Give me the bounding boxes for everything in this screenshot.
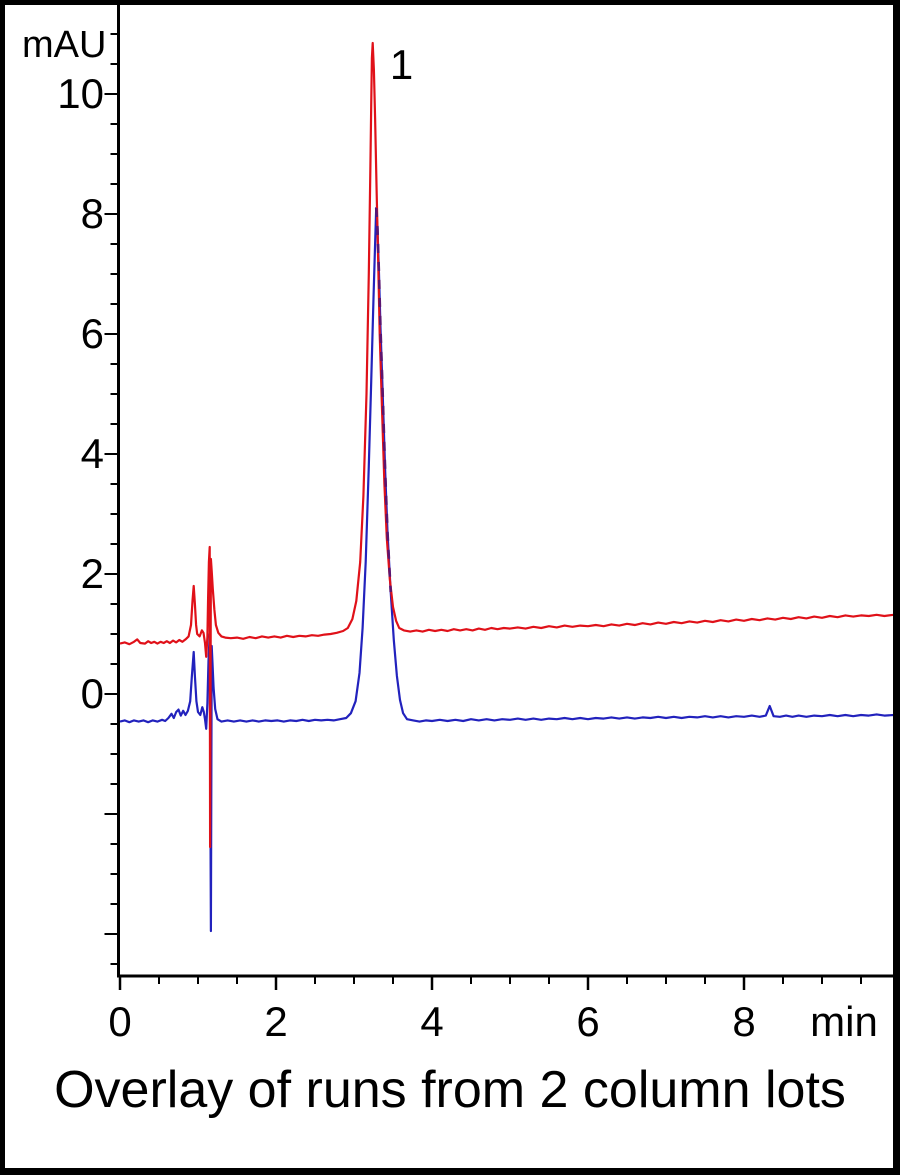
x-tick-label: 6: [576, 998, 600, 1045]
x-axis-unit-label: min: [810, 998, 878, 1045]
y-tick-label: 4: [80, 430, 104, 477]
x-tick-label: 4: [420, 998, 444, 1045]
y-tick-label: 10: [57, 70, 104, 117]
x-tick-label: 0: [108, 998, 132, 1045]
x-tick-label: 8: [732, 998, 756, 1045]
x-tick-label: 2: [264, 998, 288, 1045]
y-tick-label: 8: [80, 190, 104, 237]
trace-overlap-dashes: [374, 207, 392, 593]
y-tick-label: 6: [80, 310, 104, 357]
y-tick-label: 2: [80, 550, 104, 597]
peak-1-annotation: 1: [389, 41, 414, 89]
y-tick-label: 0: [80, 670, 104, 717]
blue-trace: [119, 206, 894, 933]
chart-caption: Overlay of runs from 2 column lots: [54, 1061, 846, 1119]
red-trace: [119, 41, 894, 849]
y-axis-unit-label: mAU: [22, 24, 107, 66]
